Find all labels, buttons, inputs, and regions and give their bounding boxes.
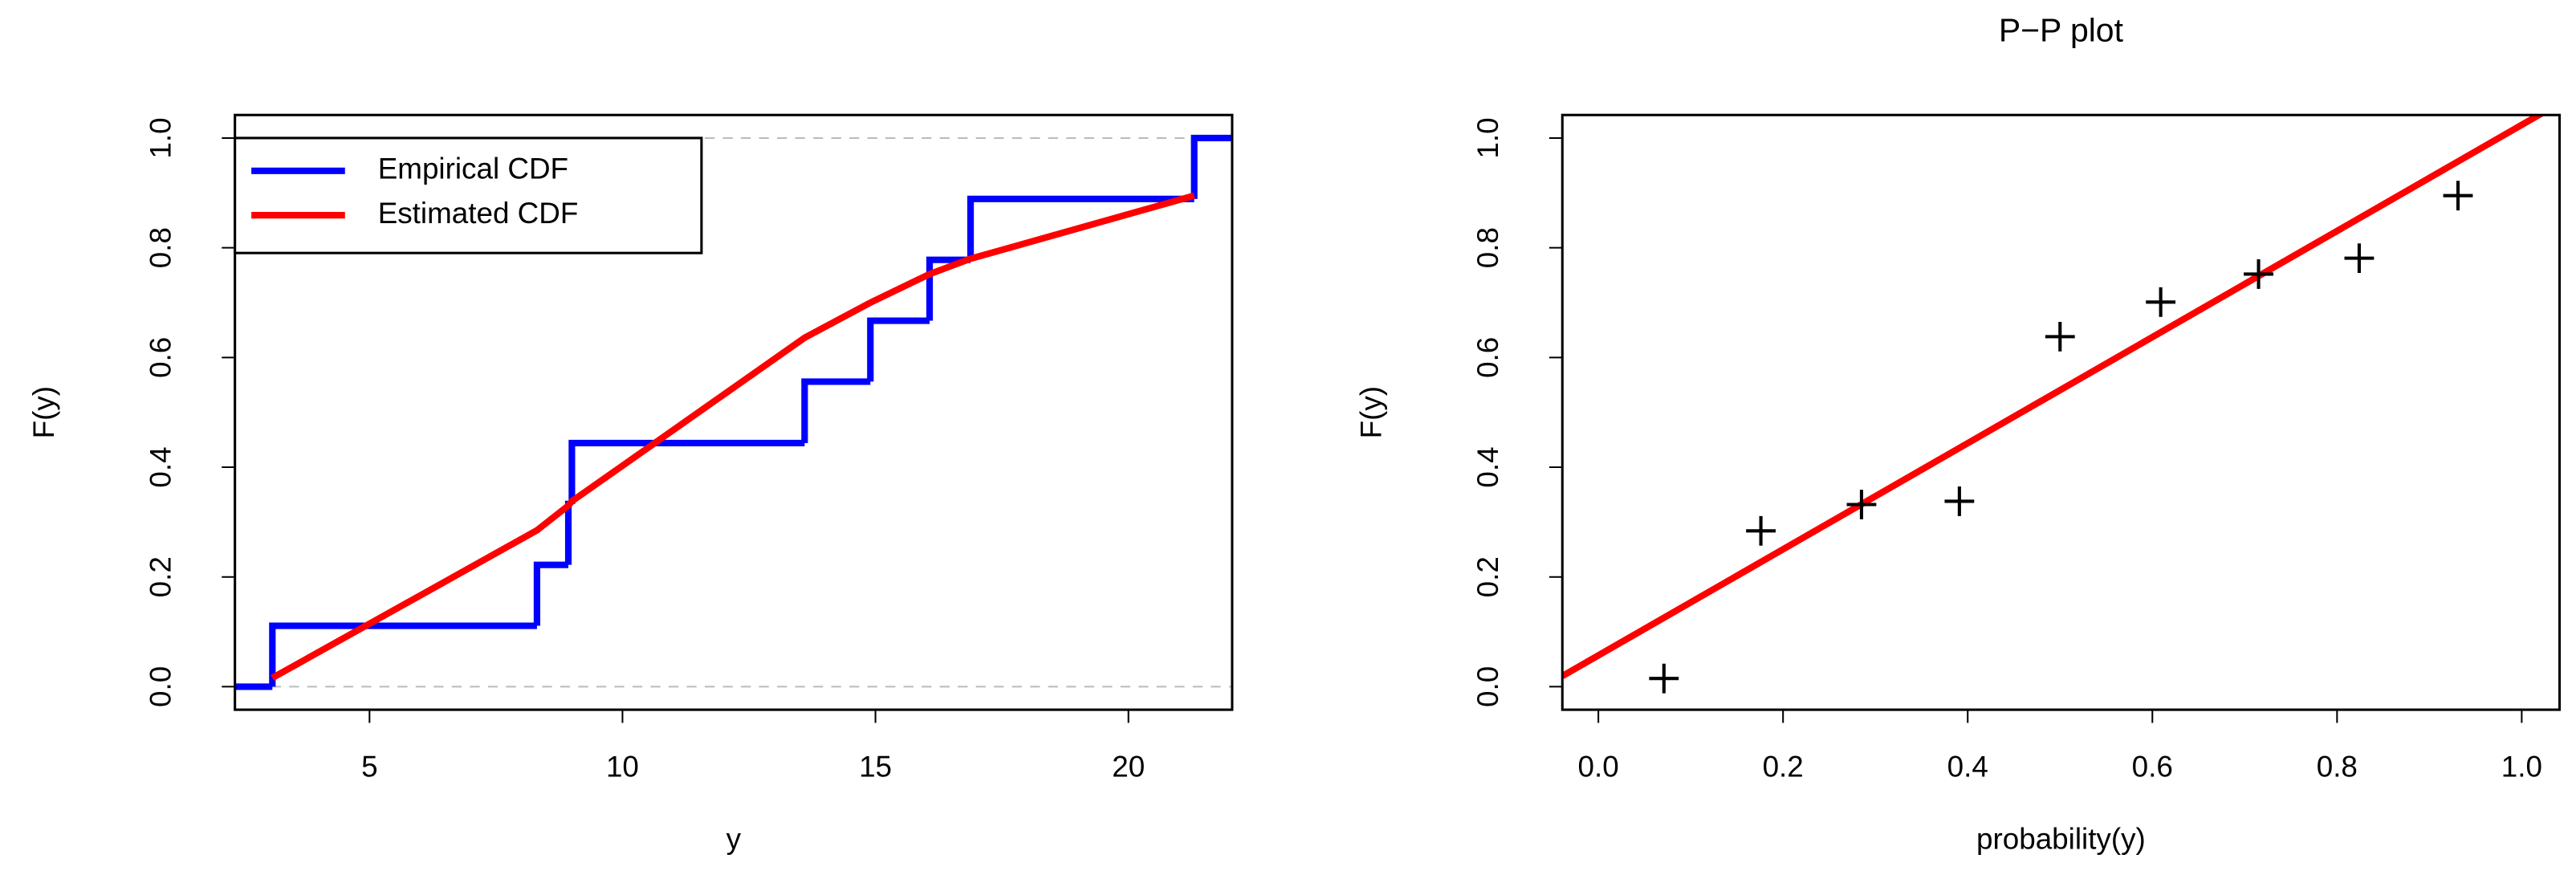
ecdf-step — [269, 622, 537, 687]
y-tick-label: 0.8 — [144, 227, 177, 268]
point — [1746, 515, 1776, 546]
x-tick-label: 1.0 — [2501, 751, 2542, 783]
ecdf-step — [1190, 134, 1232, 199]
point — [1649, 663, 1679, 694]
x-tick-label: 15 — [859, 751, 892, 783]
ecdf-step — [926, 256, 971, 321]
y-tick-label: 0.4 — [1471, 446, 1504, 487]
point — [2045, 321, 2075, 352]
y-tick-label: 0.6 — [144, 337, 177, 378]
x-tick-label: 10 — [606, 751, 639, 783]
point — [2443, 181, 2473, 211]
y-tick-label: 0.0 — [144, 666, 177, 707]
y-axis-label: F(y) — [27, 386, 60, 438]
point — [1944, 486, 1975, 516]
point — [2146, 287, 2176, 317]
chart-title: P−P plot — [1999, 12, 2124, 49]
y-tick-label: 0.2 — [1471, 556, 1504, 597]
x-tick-label: 0.0 — [1578, 751, 1619, 783]
y-tick-label: 0.2 — [144, 556, 177, 597]
legend-label: Empirical CDF — [378, 153, 568, 185]
point — [2244, 259, 2273, 289]
x-tick-label: 0.6 — [2132, 751, 2173, 783]
plot-frame — [234, 113, 1234, 711]
plot-area — [1562, 115, 2546, 694]
legend-box — [234, 136, 703, 254]
point — [1846, 490, 1877, 519]
y-axis-label: F(y) — [1355, 386, 1388, 438]
x-axis-label: y — [726, 823, 742, 856]
x-tick-label: 0.4 — [1947, 751, 1988, 783]
legend-label: Estimated CDF — [378, 197, 579, 230]
cdf-line — [271, 192, 1195, 682]
point — [2344, 243, 2375, 274]
y-tick-label: 0.4 — [144, 446, 177, 487]
plot-frame — [1561, 113, 2562, 711]
x-tick-label: 0.8 — [2317, 751, 2358, 783]
y-tick-label: 0.8 — [1471, 227, 1504, 268]
reference-line — [1562, 115, 2546, 679]
ecdf-step — [967, 195, 1194, 260]
ecdf-step — [867, 317, 930, 382]
y-tick-label: 0.6 — [1471, 337, 1504, 378]
ecdf-step — [533, 561, 569, 626]
ecdf-step — [801, 378, 871, 443]
x-tick-label: 20 — [1112, 751, 1145, 783]
plot-area — [234, 134, 1232, 690]
y-tick-label: 1.0 — [144, 117, 177, 158]
x-axis-label: probability(y) — [1976, 823, 2146, 856]
y-tick-label: 1.0 — [1471, 117, 1504, 158]
ecdf-step — [564, 500, 572, 565]
y-tick-label: 0.0 — [1471, 666, 1504, 707]
ecdf-step — [568, 439, 805, 504]
x-tick-label: 5 — [361, 751, 377, 783]
x-tick-label: 0.2 — [1763, 751, 1804, 783]
